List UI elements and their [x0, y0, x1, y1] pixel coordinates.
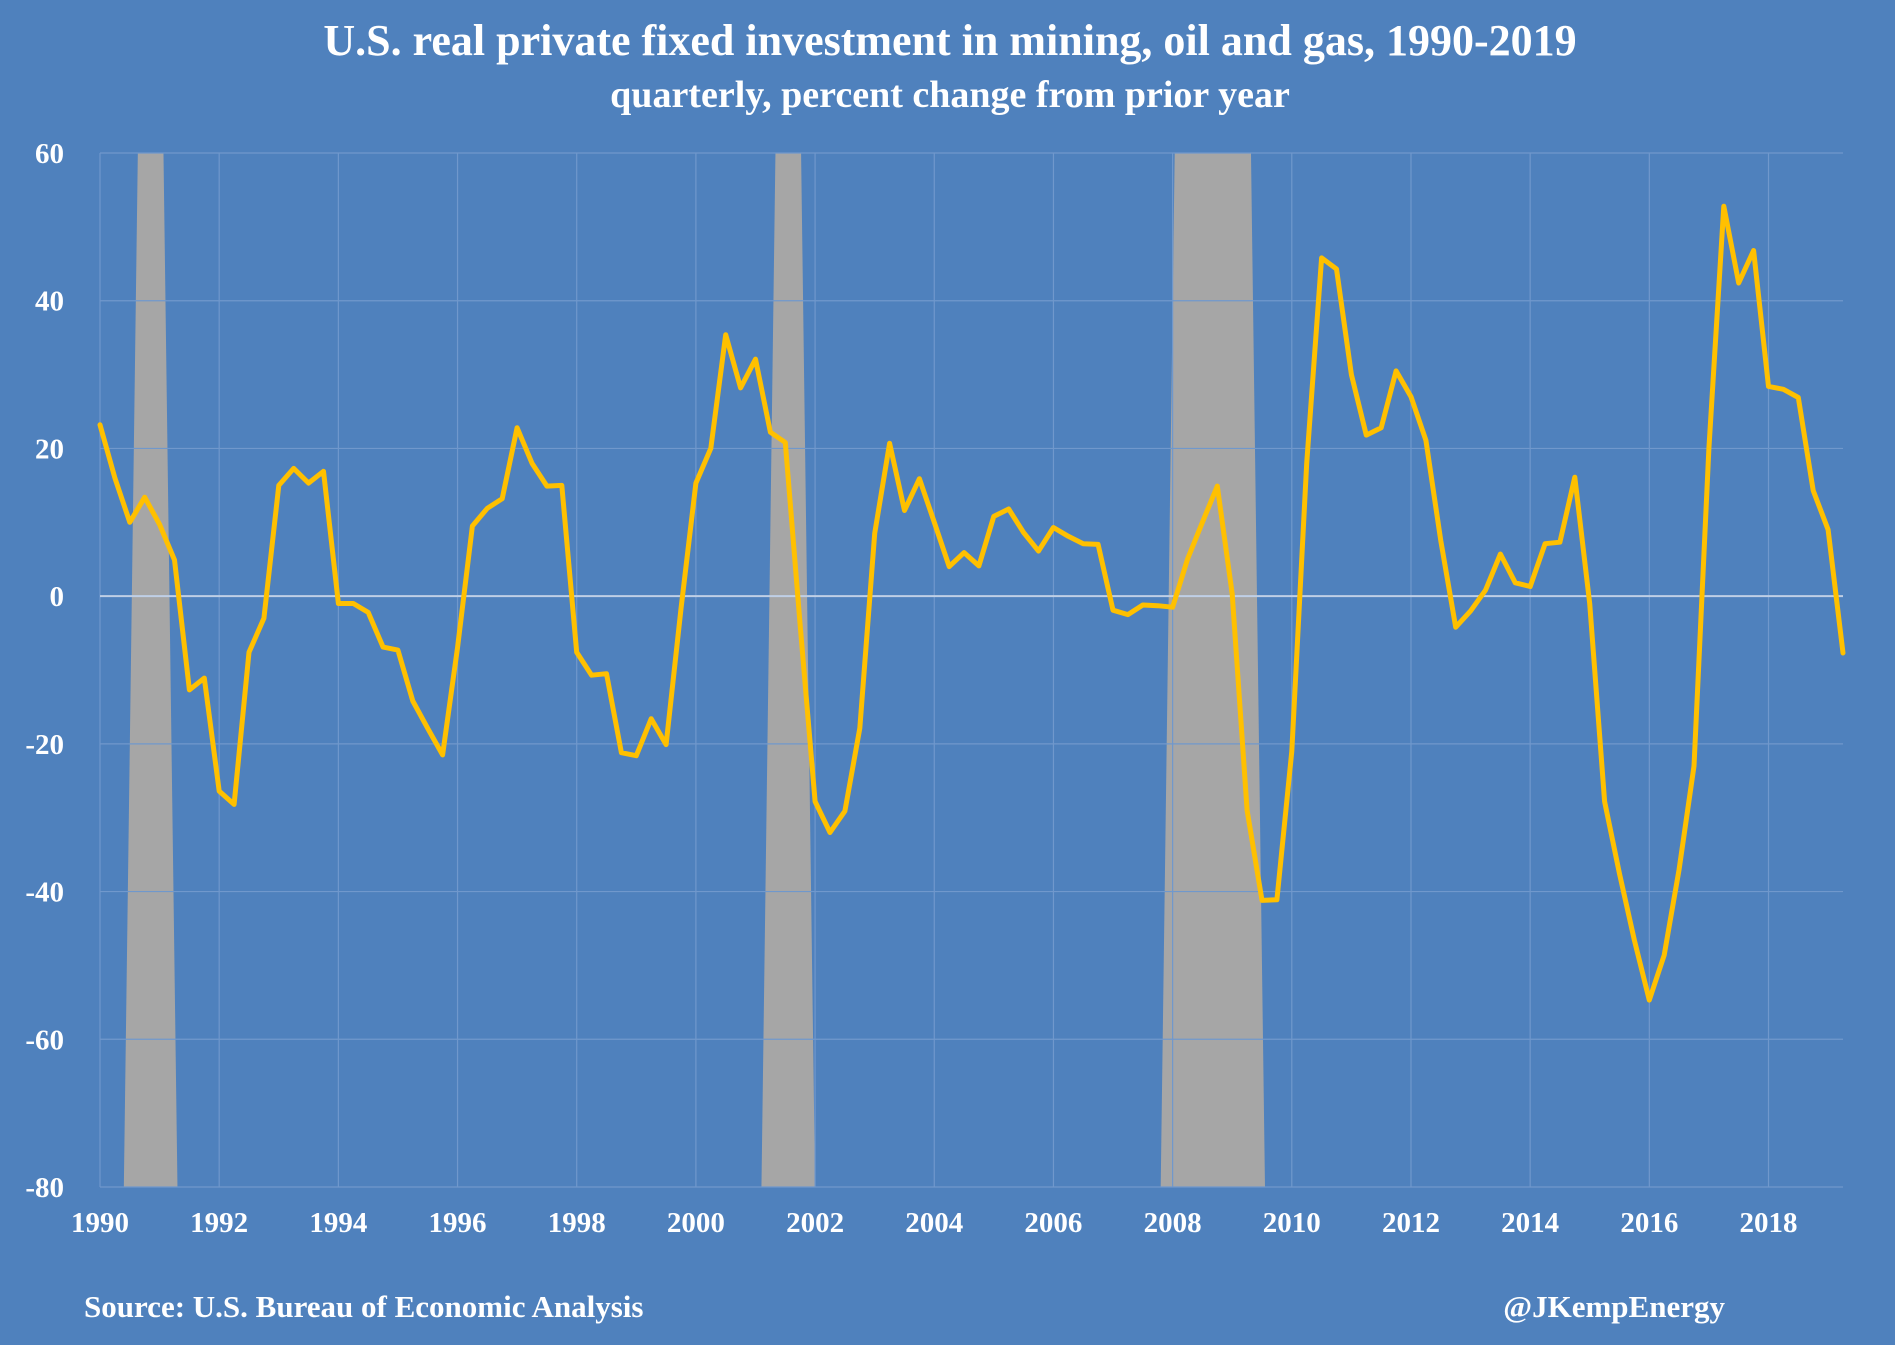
series-layer — [97, 203, 1846, 1003]
recession-band-2 — [1160, 153, 1265, 1187]
y-tick-label: -40 — [25, 877, 64, 909]
x-tick-label: 2006 — [1024, 1207, 1082, 1239]
x-tick-label: 1998 — [548, 1207, 606, 1239]
chart-title: U.S. real private fixed investment in mi… — [323, 16, 1576, 65]
chart-subtitle: quarterly, percent change from prior yea… — [610, 74, 1290, 116]
x-tick-label: 2012 — [1382, 1207, 1440, 1239]
source-label: Source: U.S. Bureau of Economic Analysis — [84, 1289, 643, 1324]
recession-bands — [123, 153, 1265, 1187]
x-axis-ticks: 1990 1992 1994 1996 1998 2000 2002 2004 2006 2008… — [71, 1207, 1798, 1239]
gridlines — [99, 152, 1843, 1188]
x-tick-label: 2002 — [786, 1207, 844, 1239]
recession-band-0 — [123, 153, 178, 1187]
x-tick-label: 2010 — [1263, 1207, 1321, 1239]
x-tick-label: 2000 — [667, 1207, 725, 1239]
x-tick-label: 1994 — [309, 1207, 367, 1239]
series-line-0 — [97, 203, 1846, 1003]
y-tick-label: -20 — [25, 729, 64, 761]
x-tick-label: 1992 — [190, 1207, 248, 1239]
x-tick-label: 2008 — [1144, 1207, 1202, 1239]
y-tick-label: 20 — [35, 433, 64, 465]
x-tick-label: 2004 — [905, 1207, 963, 1239]
x-tick-label: 2014 — [1501, 1207, 1559, 1239]
y-tick-label: -80 — [25, 1172, 64, 1204]
y-tick-label: 60 — [35, 138, 64, 170]
x-tick-label: 1996 — [429, 1207, 487, 1239]
x-tick-label: 2016 — [1620, 1207, 1678, 1239]
y-tick-label: 0 — [50, 581, 65, 613]
y-tick-label: -60 — [25, 1024, 64, 1056]
x-tick-label: 1990 — [71, 1207, 129, 1239]
recession-band-1 — [761, 153, 816, 1187]
credit-label: @JKempEnergy — [1503, 1289, 1725, 1324]
y-tick-label: 40 — [35, 286, 64, 318]
x-tick-label: 2018 — [1740, 1207, 1798, 1239]
y-axis-ticks: 60 40 20 0 -20 -40 -60 -80 — [25, 138, 64, 1204]
